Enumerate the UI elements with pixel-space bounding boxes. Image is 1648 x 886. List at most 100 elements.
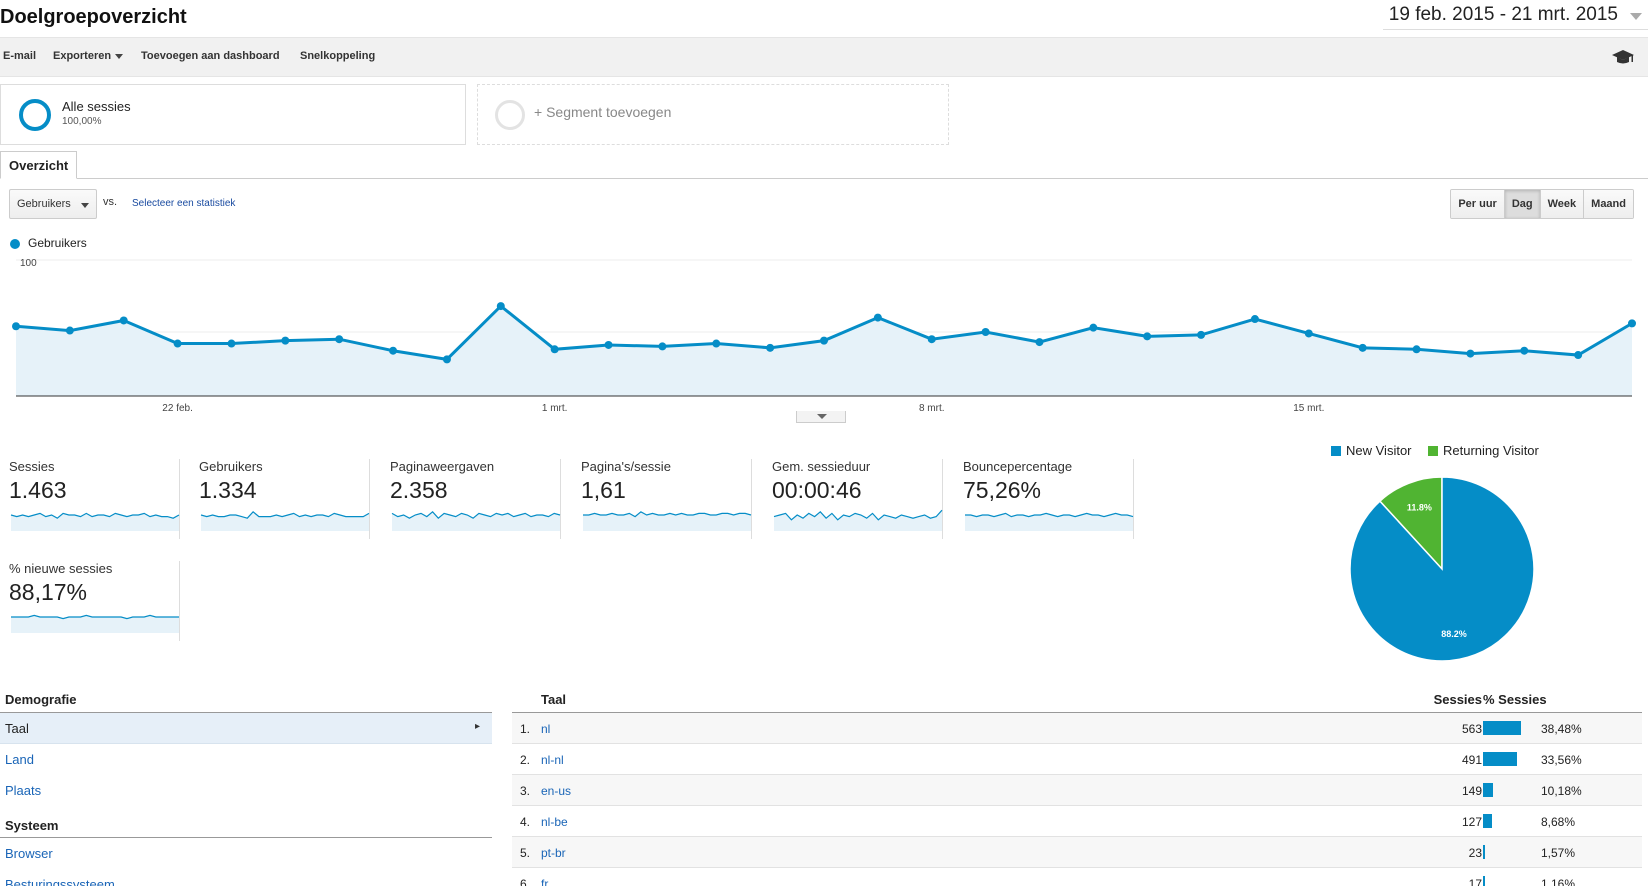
chevron-down-icon [1630, 13, 1642, 20]
data-point[interactable] [766, 343, 775, 352]
graduation-cap-icon[interactable] [1612, 48, 1634, 66]
caret-down-icon [817, 414, 827, 419]
data-point[interactable] [1574, 351, 1583, 360]
language-link[interactable]: fr [541, 877, 549, 886]
metric-label: % nieuwe sessies [9, 561, 113, 576]
data-point[interactable] [12, 322, 20, 331]
users-line-chart[interactable]: 1005022 feb.1 mrt.8 mrt.15 mrt. [0, 255, 1648, 415]
data-point[interactable] [173, 339, 182, 348]
table-row[interactable]: 1. nl 563 38,48% [512, 713, 1642, 744]
chevron-right-icon: ▸ [474, 721, 480, 732]
shortcut-button[interactable]: Snelkoppeling [300, 50, 376, 62]
pie-legend-returning[interactable]: Returning Visitor [1428, 443, 1539, 458]
date-range-label: 19 feb. 2015 - 21 mrt. 2015 [1388, 4, 1618, 25]
data-point[interactable] [658, 342, 667, 351]
data-point[interactable] [281, 336, 290, 345]
metric-value: 88,17% [9, 579, 88, 605]
granularity-week-button[interactable]: Week [1539, 190, 1584, 218]
data-point[interactable] [227, 339, 236, 348]
table-row[interactable]: 3. en-us 149 10,18% [512, 775, 1642, 806]
metric-tile[interactable]: Sessies 1.463 [0, 459, 180, 539]
data-point[interactable] [1143, 332, 1152, 341]
data-point[interactable] [65, 326, 74, 335]
date-range-picker[interactable]: 19 feb. 2015 - 21 mrt. 2015 [1382, 0, 1648, 30]
data-point[interactable] [496, 302, 505, 311]
demographics-item-city[interactable]: Plaats [5, 783, 42, 798]
metric-sparkline [200, 510, 370, 531]
data-point[interactable] [119, 316, 128, 325]
data-point[interactable] [873, 313, 882, 322]
granularity-day-button[interactable]: Dag [1503, 190, 1540, 218]
collapse-chart-toggle[interactable] [796, 411, 846, 423]
language-link[interactable]: nl [541, 722, 551, 736]
data-point[interactable] [1035, 338, 1044, 347]
email-button[interactable]: E-mail [3, 50, 37, 62]
data-point[interactable] [604, 340, 613, 349]
metric-tile[interactable]: % nieuwe sessies 88,17% [0, 561, 180, 641]
export-button[interactable]: Exporteren [53, 50, 124, 62]
data-point[interactable] [442, 355, 451, 364]
column-header-sessions[interactable]: Sessies [1433, 692, 1482, 707]
divider [0, 712, 492, 713]
granularity-hour-button[interactable]: Per uur [1451, 190, 1504, 218]
table-row[interactable]: 4. nl-be 127 8,68% [512, 806, 1642, 837]
data-point[interactable] [1250, 315, 1259, 324]
data-point[interactable] [1466, 349, 1475, 358]
select-statistic-link[interactable]: Selecteer een statistiek [132, 198, 236, 209]
segment-all-sessions[interactable]: Alle sessies 100,00% [0, 84, 466, 145]
system-item-browser[interactable]: Browser [5, 846, 53, 861]
metric-label: Pagina's/sessie [581, 459, 671, 474]
data-point[interactable] [1304, 329, 1313, 338]
data-point[interactable] [1412, 345, 1421, 354]
table-row[interactable]: 2. nl-nl 491 33,56% [512, 744, 1642, 775]
sessions-share-bar [1483, 721, 1522, 735]
language-link[interactable]: nl-be [541, 815, 568, 829]
data-point[interactable] [389, 346, 398, 355]
sparkline-line [200, 510, 370, 519]
pie-legend-new[interactable]: New Visitor [1331, 443, 1412, 458]
language-link[interactable]: pt-br [541, 846, 566, 860]
metric-tile[interactable]: Bouncepercentage 75,26% [954, 459, 1134, 539]
row-number: 2. [520, 753, 531, 767]
system-heading: Systeem [5, 818, 59, 833]
column-header-pct-sessions[interactable]: % Sessies [1483, 692, 1547, 707]
data-point[interactable] [335, 335, 344, 344]
metric-tile[interactable]: Gebruikers 1.334 [190, 459, 370, 539]
data-point[interactable] [1089, 323, 1098, 332]
sparkline-line [965, 512, 1134, 518]
metric-sparkline [391, 510, 561, 531]
tab-overview[interactable]: Overzicht [0, 151, 78, 179]
language-link[interactable]: en-us [541, 784, 572, 798]
row-number: 4. [520, 815, 531, 829]
caret-down-icon [81, 203, 89, 208]
add-segment-button[interactable]: + Segment toevoegen [477, 84, 949, 145]
data-point[interactable] [820, 336, 828, 345]
demographics-item-country[interactable]: Land [5, 752, 34, 767]
metric-select[interactable]: Gebruikers [9, 189, 97, 219]
pie-slice[interactable] [1349, 476, 1535, 662]
metric-tile[interactable]: Pagina's/sessie 1,61 [572, 459, 752, 539]
data-point[interactable] [1628, 319, 1636, 328]
sparkline-area [774, 510, 942, 531]
system-item-os[interactable]: Besturingssysteem [5, 877, 115, 886]
data-point[interactable] [1197, 330, 1206, 339]
metric-tile[interactable]: Paginaweergaven 2.358 [381, 459, 561, 539]
add-to-dashboard-button[interactable]: Toevoegen aan dashboard [141, 50, 280, 62]
granularity-month-button[interactable]: Maand [1583, 190, 1633, 218]
page-title: Doelgroepoverzicht [0, 6, 187, 28]
segment-ring-icon [19, 99, 51, 131]
language-link[interactable]: nl-nl [541, 753, 564, 767]
metric-tile[interactable]: Gem. sessieduur 00:00:46 [763, 459, 943, 539]
demographics-item-language[interactable]: Taal ▸ [0, 713, 492, 744]
pie-slice[interactable] [1378, 476, 1443, 571]
row-number: 6. [520, 877, 531, 886]
data-point[interactable] [712, 339, 721, 348]
visitor-type-pie-chart[interactable]: 11.8% 88.2% [1348, 475, 1536, 663]
data-point[interactable] [927, 335, 936, 344]
data-point[interactable] [981, 328, 990, 336]
data-point[interactable] [1358, 343, 1367, 352]
table-row[interactable]: 5. pt-br 23 1,57% [512, 837, 1642, 868]
data-point[interactable] [1520, 346, 1529, 355]
data-point[interactable] [550, 345, 559, 354]
table-row[interactable]: 6. fr 17 1,16% [512, 868, 1642, 886]
